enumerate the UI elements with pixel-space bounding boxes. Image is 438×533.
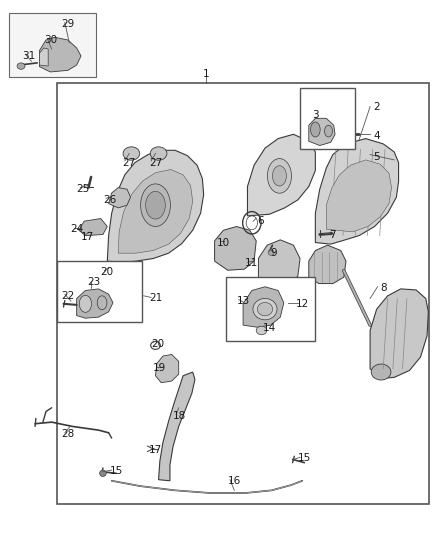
Ellipse shape [325, 125, 332, 137]
Text: 27: 27 [149, 158, 162, 167]
Text: 5: 5 [373, 152, 380, 162]
Ellipse shape [97, 296, 107, 310]
Ellipse shape [272, 166, 286, 186]
Ellipse shape [141, 184, 170, 227]
Text: 12: 12 [296, 299, 309, 309]
Polygon shape [326, 160, 392, 232]
Bar [57, 261, 142, 322]
Text: 24: 24 [70, 224, 83, 234]
Ellipse shape [267, 159, 292, 193]
Ellipse shape [371, 364, 391, 380]
Text: 4: 4 [373, 131, 380, 141]
Text: 7: 7 [329, 230, 336, 239]
Text: 16: 16 [228, 476, 241, 486]
Text: 11: 11 [245, 259, 258, 268]
Text: 2: 2 [373, 102, 380, 111]
Polygon shape [247, 134, 315, 216]
Bar [57, 83, 429, 504]
Text: 25: 25 [77, 184, 90, 194]
Polygon shape [315, 139, 399, 244]
Ellipse shape [99, 470, 106, 477]
Text: 15: 15 [298, 454, 311, 463]
Text: 18: 18 [173, 411, 186, 421]
Ellipse shape [253, 298, 277, 320]
Text: 8: 8 [380, 283, 387, 293]
Text: 26: 26 [103, 195, 116, 205]
Polygon shape [39, 48, 48, 66]
Text: 30: 30 [44, 35, 57, 45]
Text: 29: 29 [61, 19, 74, 29]
Ellipse shape [145, 191, 165, 219]
Text: 3: 3 [312, 110, 319, 119]
Ellipse shape [17, 63, 25, 69]
Ellipse shape [79, 295, 92, 312]
Text: 20: 20 [101, 267, 114, 277]
Ellipse shape [311, 122, 320, 137]
Polygon shape [107, 150, 204, 262]
Polygon shape [159, 372, 195, 481]
Polygon shape [79, 219, 107, 236]
Ellipse shape [256, 326, 267, 335]
Text: 27: 27 [123, 158, 136, 167]
Text: 1: 1 [202, 69, 209, 78]
Polygon shape [39, 37, 81, 72]
Text: 17: 17 [149, 446, 162, 455]
Text: 15: 15 [110, 466, 123, 476]
Ellipse shape [123, 147, 140, 160]
Polygon shape [309, 118, 335, 146]
Ellipse shape [257, 303, 272, 316]
Text: 9: 9 [270, 248, 277, 258]
Polygon shape [155, 354, 179, 383]
Text: 17: 17 [81, 232, 94, 242]
Text: 23: 23 [88, 278, 101, 287]
Text: 6: 6 [257, 216, 264, 226]
Text: 31: 31 [22, 51, 35, 61]
Polygon shape [77, 289, 113, 318]
Text: 28: 28 [61, 430, 74, 439]
Polygon shape [109, 188, 131, 208]
Bar [226, 277, 315, 341]
Polygon shape [370, 289, 428, 378]
Ellipse shape [268, 250, 274, 255]
Text: 13: 13 [237, 296, 250, 306]
Text: 21: 21 [149, 294, 162, 303]
Ellipse shape [150, 147, 167, 160]
Polygon shape [118, 169, 193, 253]
Bar [300, 88, 355, 149]
Text: 19: 19 [153, 363, 166, 373]
Polygon shape [309, 245, 346, 284]
Text: 14: 14 [263, 323, 276, 333]
Polygon shape [258, 240, 300, 288]
Text: 10: 10 [217, 238, 230, 247]
Text: 22: 22 [61, 291, 74, 301]
Text: 20: 20 [151, 339, 164, 349]
Polygon shape [243, 287, 284, 327]
Bar [9, 13, 96, 77]
Polygon shape [215, 227, 256, 270]
